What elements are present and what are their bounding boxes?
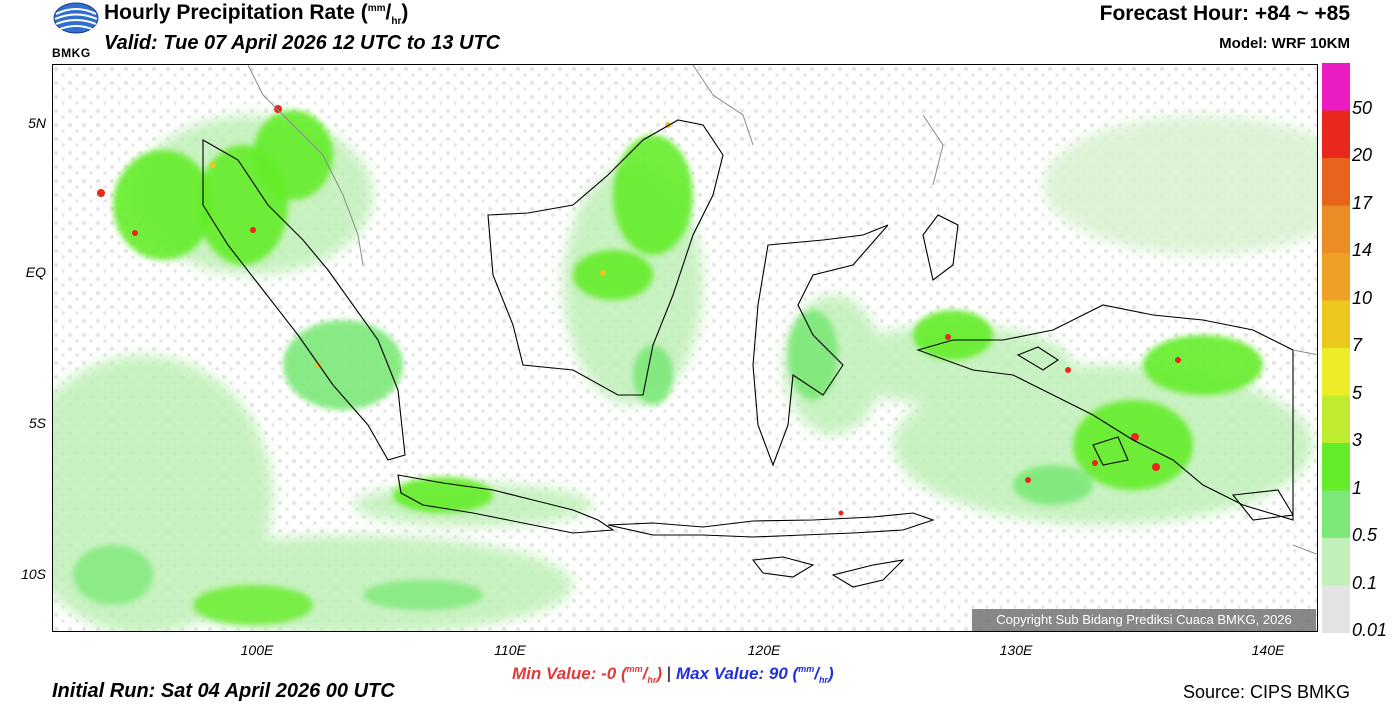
colorbar-label-0-01: 0.01	[1352, 620, 1388, 640]
colorbar-label-0-1: 0.1	[1352, 572, 1378, 593]
lat-label-10s: 10S	[21, 566, 46, 582]
colorbar-swatch-0-01	[1322, 585, 1350, 634]
colorbar-label-50: 50	[1352, 97, 1373, 118]
colorbar-label-14: 14	[1352, 240, 1373, 260]
neighbor-coastlines	[247, 65, 1317, 555]
max-label: Max Value:	[675, 663, 765, 683]
title-unit-sub: hr	[391, 16, 402, 28]
map-canvas	[53, 65, 1317, 631]
max-unit-sup: mm	[798, 664, 815, 674]
colorbar-swatch-0-5	[1322, 490, 1350, 539]
colorbar-label-17: 17	[1352, 192, 1373, 213]
copyright-banner: Copyright Sub Bidang Prediksi Cuaca BMKG…	[972, 609, 1316, 631]
valid-time: Valid: Tue 07 April 2026 12 UTC to 13 UT…	[104, 32, 501, 54]
min-number: -0	[601, 663, 617, 683]
lon-label-100e: 100E	[240, 642, 274, 658]
min-unit-sup: mm	[626, 664, 643, 674]
min-max-values: Min Value: -0 (mm/hr) | Max Value: 90 (m…	[512, 660, 834, 687]
lon-label-140e: 140E	[1251, 642, 1285, 658]
min-label: Min Value:	[512, 663, 597, 683]
lat-label-eq: EQ	[25, 264, 46, 280]
coastlines	[202, 119, 1294, 588]
colorbar-swatch-7	[1322, 300, 1350, 349]
lon-label-120e: 120E	[747, 642, 781, 658]
lon-label-110e: 110E	[494, 642, 526, 658]
title-unit-sup: mm	[367, 3, 386, 14]
colorbar-swatches	[1322, 63, 1350, 634]
colorbar-swatch-1	[1322, 443, 1350, 491]
colorbar-swatch-5	[1322, 348, 1350, 396]
max-unit-sub: hr	[818, 675, 828, 686]
logo-text: BMKG	[52, 46, 91, 60]
colorbar-swatch-10	[1322, 253, 1350, 301]
lon-label-130e: 130E	[999, 642, 1033, 658]
colorbar-label-10: 10	[1352, 287, 1373, 308]
lat-label-5s: 5S	[28, 415, 46, 431]
max-number: 90	[768, 663, 788, 683]
colorbar-label-20: 20	[1352, 145, 1373, 165]
lat-label-5n: 5N	[28, 115, 46, 131]
colorbar-swatch-17	[1322, 158, 1350, 206]
forecast-hour: Forecast Hour: +84 ~ +85	[1099, 2, 1350, 25]
model-name: Model: WRF 10KM	[1219, 35, 1350, 52]
page-title: Hourly Precipitation Rate (mm/hr)	[104, 1, 409, 28]
colorbar-label-7: 7	[1352, 335, 1363, 355]
bmkg-logo	[52, 2, 100, 60]
colorbar-swatch-20	[1322, 110, 1350, 159]
colorbar-label-1: 1	[1352, 477, 1363, 498]
colorbar-swatch-0-1	[1322, 538, 1350, 586]
colorbar-label-0-5: 0.5	[1352, 525, 1378, 545]
colorbar-swatch-14	[1322, 205, 1350, 254]
colorbar-swatch-50	[1322, 63, 1350, 111]
colorbar-swatch-3	[1322, 395, 1350, 444]
max-value: Max Value: 90 (mm/hr)	[675, 663, 834, 686]
min-value: Min Value: -0 (mm/hr)	[512, 663, 663, 686]
precipitation-map	[52, 64, 1318, 632]
colorbar	[1322, 63, 1350, 634]
data-source: Source: CIPS BMKG	[1182, 682, 1350, 702]
min-max-separator: |	[666, 663, 672, 683]
colorbar-label-5: 5	[1352, 382, 1363, 403]
moderate-rain-layer	[73, 110, 1263, 625]
initial-run: Initial Run: Sat 04 April 2026 00 UTC	[52, 680, 395, 702]
title-text: Hourly Precipitation Rate	[104, 1, 355, 24]
colorbar-label-3: 3	[1352, 430, 1363, 450]
min-unit-sub: hr	[647, 675, 657, 686]
heavy-rain-cores	[97, 105, 1181, 516]
